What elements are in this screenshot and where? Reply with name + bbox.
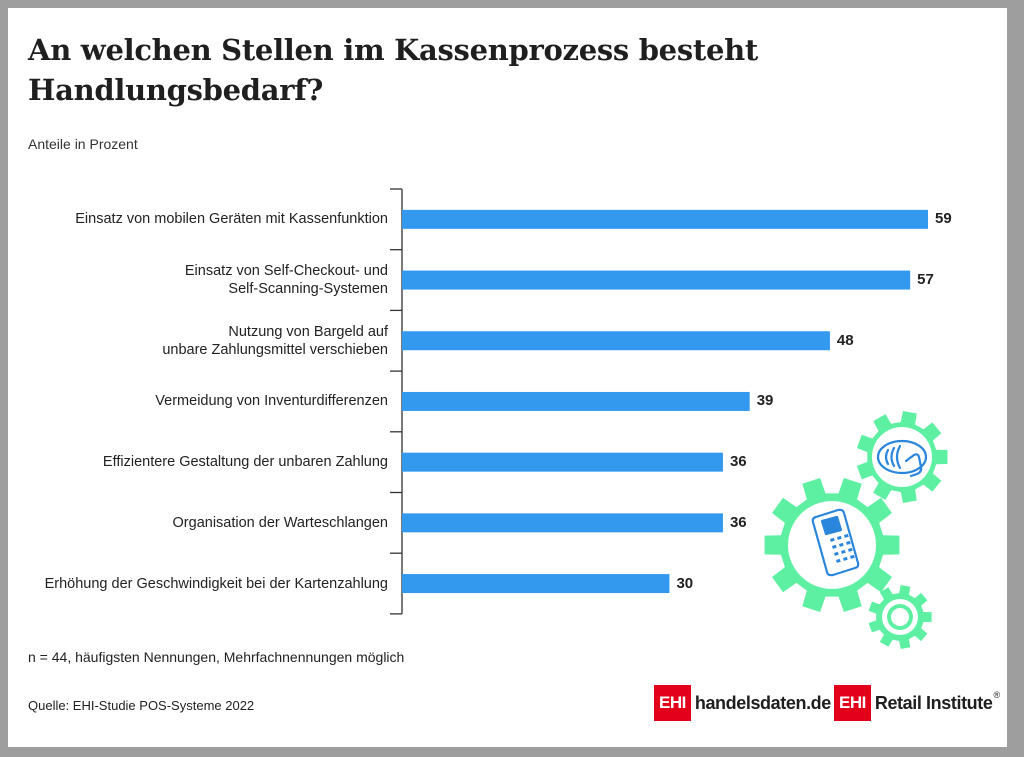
handelsdaten-logo-box: EHI [654, 685, 691, 721]
ehi-retail-institute-logo[interactable]: EHI Retail Institute ® [834, 685, 1000, 721]
gears-illustration [764, 411, 948, 649]
handelsdaten-logo[interactable]: EHI handelsdaten.de [654, 685, 831, 721]
category-label: Erhöhung der Geschwindigkeit bei der Kar… [44, 575, 388, 592]
gear-small-top [856, 411, 948, 503]
bar [402, 270, 911, 290]
gear-hole [872, 427, 932, 487]
handelsdaten-logo-text: handelsdaten.de [694, 692, 831, 713]
category-label: Effizientere Gestaltung der unbaren Zahl… [102, 454, 388, 471]
bar-value-label: 30 [676, 574, 694, 592]
bar-value-label: 39 [756, 392, 774, 410]
chart-title-line-1: An welchen Stellen im Kassenprozess best… [28, 33, 758, 67]
category-label: Organisation der Warteschlangen [172, 514, 388, 531]
bar [402, 391, 750, 411]
bar-value-label: 59 [935, 210, 952, 228]
ehi-logo-text: Retail Institute [874, 692, 993, 713]
category-label: Nutzung von Bargeld auf unbare Zahlungsmi… [162, 323, 388, 358]
bar-value-label: 36 [729, 513, 747, 531]
gear-hole [788, 501, 876, 589]
bar-value-label: 57 [917, 271, 934, 289]
bar [402, 574, 670, 594]
bar-value-label: 36 [729, 453, 747, 471]
chart-card [8, 8, 1007, 747]
category-label: Einsatz von Self-Checkout- und Self-Scann… [184, 263, 388, 298]
category-label: Einsatz von mobilen Geräten mit Kassenfu… [75, 211, 388, 228]
gear-small-bottom [868, 585, 932, 649]
bar-value-label: 48 [836, 331, 854, 349]
bar [402, 331, 830, 351]
chart-title-line-2: Handlungsbedarf? [28, 73, 324, 107]
chart-subtitle: Anteile in Prozent [28, 136, 138, 152]
chart-title: An welchen Stellen im Kassenprozess best… [28, 30, 758, 110]
source-note: Quelle: EHI-Studie POS-Systeme 2022 [28, 698, 255, 713]
bar [402, 513, 723, 533]
ehi-logo-box: EHI [834, 685, 871, 721]
sample-note: n = 44, häufigsten Nennungen, Mehrfachne… [28, 649, 405, 665]
gear-large [764, 478, 900, 612]
registered-mark: ® [993, 690, 1001, 700]
mobile-pos-terminal-icon [811, 508, 860, 577]
bar [402, 209, 928, 229]
gear-inner-hole [891, 608, 909, 626]
contactless-payment-icon [876, 439, 928, 478]
category-label: Vermeidung von Inventurdifferenzen [155, 393, 388, 410]
bar [402, 452, 723, 472]
